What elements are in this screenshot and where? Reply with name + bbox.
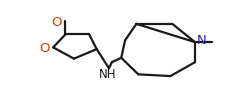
Text: O: O	[40, 41, 50, 54]
Text: O: O	[52, 16, 62, 29]
Text: N: N	[197, 34, 206, 47]
Text: NH: NH	[99, 67, 117, 80]
